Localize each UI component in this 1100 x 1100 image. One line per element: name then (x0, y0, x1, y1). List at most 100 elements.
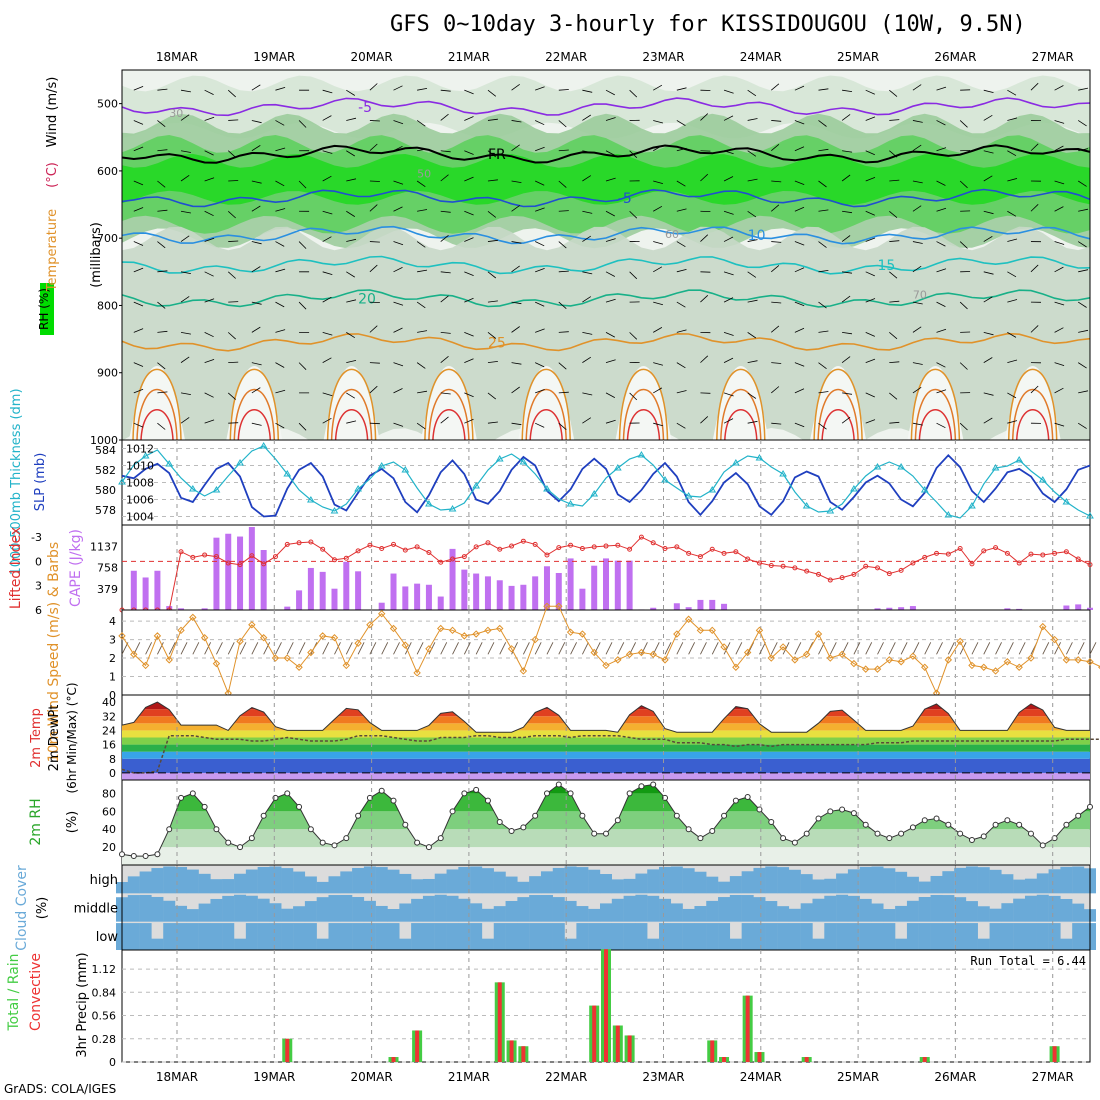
warm-contour (914, 388, 957, 441)
upper-wind-barb (417, 148, 428, 152)
temperature-contour-label: 15 (878, 258, 896, 274)
precip-convective-bar (804, 1057, 809, 1062)
cloud-bar (1024, 878, 1037, 894)
upper-wind-barb (393, 301, 404, 306)
upper-wind-barb (818, 180, 827, 188)
wind-barb (239, 642, 247, 655)
upper-wind-barb (794, 206, 805, 212)
upper-wind-barb (417, 330, 428, 333)
li-marker (993, 545, 999, 551)
warm-contour (140, 409, 174, 441)
li-marker (1016, 560, 1022, 566)
cloud-bar (788, 908, 801, 922)
cloud-bar (930, 875, 943, 894)
rh-tick: 60 (102, 805, 116, 818)
wind-barb (888, 642, 896, 655)
li-marker (875, 565, 881, 571)
upper-wind-barb (535, 389, 545, 394)
rh-marker (850, 810, 857, 817)
upper-wind-barb (676, 329, 687, 333)
cloud-bar (635, 923, 648, 950)
upper-wind-barb (180, 392, 191, 395)
upper-wind-barb (275, 389, 286, 394)
upper-wind-barb (723, 331, 734, 336)
li-marker (556, 545, 562, 551)
upper-wind-barb (416, 241, 426, 248)
li-label: Lifted Index (8, 527, 24, 609)
li-marker (331, 557, 337, 563)
cloud-bar (718, 923, 731, 950)
upper-wind-barb (1078, 329, 1089, 333)
rh-dry-patch (810, 366, 867, 440)
upper-air-ytick: 500 (97, 98, 118, 111)
rh-marker (532, 812, 539, 819)
cloud-bar (363, 923, 376, 950)
upper-wind-barb (204, 332, 214, 338)
upper-wind-barb (936, 268, 947, 273)
wind-barb (995, 642, 1002, 655)
wind-barb (581, 642, 589, 655)
cloud-bar (163, 866, 176, 894)
wind-barb (499, 642, 507, 655)
thickness-marker (661, 476, 669, 483)
cloud-bar (753, 867, 766, 894)
upper-wind-barb (417, 88, 428, 91)
cloud-bar (139, 894, 152, 922)
upper-wind-barb (157, 301, 166, 309)
cloud-bar (788, 869, 801, 894)
wind-barb (664, 642, 672, 655)
upper-wind-barb (605, 177, 616, 182)
precip-convective-bar (509, 1040, 514, 1062)
upper-wind-barb (535, 180, 545, 186)
upper-wind-barb (747, 239, 758, 242)
upper-wind-barb (417, 269, 428, 273)
cloud-bar (930, 923, 943, 950)
upper-wind-barb (912, 265, 922, 273)
thickness-marker (188, 485, 197, 492)
upper-wind-barb (676, 362, 686, 369)
wind-barb (204, 642, 212, 655)
precip-convective-bar (415, 1030, 420, 1062)
wind-speed-marker (259, 634, 268, 642)
upper-wind-barb (204, 177, 215, 182)
li-marker (1004, 550, 1010, 556)
cloud-bar (965, 901, 978, 922)
upper-wind-barb (865, 237, 876, 242)
upper-wind-barb (771, 301, 782, 304)
upper-wind-barb (322, 210, 333, 215)
cloud-unit: (%) (35, 897, 50, 920)
precip-convective-bar (627, 1035, 632, 1062)
precip-convective-bar (521, 1046, 526, 1062)
cloud-bar (906, 900, 919, 922)
cloud-bar (399, 903, 412, 922)
slp-tick: 1006 (126, 494, 154, 507)
upper-wind-barb (275, 87, 286, 91)
warm-contour (626, 409, 661, 441)
cape-bar (178, 608, 185, 610)
cloud-bar (600, 903, 612, 922)
warm-contour (622, 388, 665, 441)
li-marker (1063, 549, 1069, 555)
cloud-bar (175, 923, 188, 950)
rh-marker (307, 826, 314, 833)
rh-marker (886, 835, 893, 842)
cloud-bar (836, 923, 849, 950)
upper-wind-barb (180, 235, 190, 242)
upper-wind-barb (1077, 120, 1087, 127)
cape-bar (721, 603, 728, 610)
thickness-tick: 584 (95, 444, 116, 457)
cloud-bar (847, 895, 860, 922)
li-marker (461, 554, 467, 560)
cloud-bar (918, 896, 931, 922)
wind-barb (558, 642, 566, 655)
upper-wind-barb (865, 358, 876, 364)
upper-wind-barb (204, 150, 214, 156)
cloud-bar (304, 901, 317, 922)
cloud-bar (186, 923, 199, 950)
li-marker (957, 545, 963, 551)
cloud-bar (293, 906, 306, 922)
li-tick: 3 (35, 580, 42, 593)
cloud-bar (458, 898, 471, 922)
rh-color-band (122, 829, 1090, 848)
thickness-marker (472, 482, 481, 489)
